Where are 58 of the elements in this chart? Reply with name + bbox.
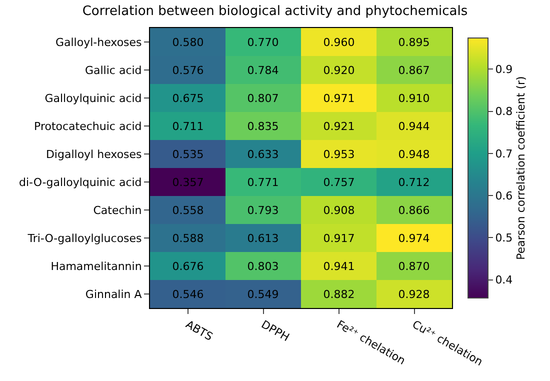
data-label: 0.711	[172, 120, 204, 133]
y-tick-label: Protocatechuic acid	[34, 120, 142, 133]
data-label: 0.633	[247, 148, 279, 161]
data-label: 0.870	[398, 260, 430, 273]
data-label: 0.941	[323, 260, 355, 273]
color-bar-label: 0.5	[495, 232, 513, 245]
data-label: 0.558	[172, 204, 204, 217]
data-label: 0.676	[172, 260, 204, 273]
data-label: 0.920	[323, 64, 355, 77]
color-bar-title: Pearson correlation coefficient (r)	[514, 76, 528, 260]
data-label: 0.675	[172, 92, 204, 105]
data-label: 0.974	[398, 232, 430, 245]
data-label: 0.953	[323, 148, 355, 161]
color-bar-label: 0.9	[495, 63, 513, 76]
chart-title: Correlation between biological activity and phytochemicals	[82, 4, 468, 19]
y-tick-label: Ginnalin A	[85, 288, 142, 301]
data-label: 0.960	[323, 36, 355, 49]
data-label: 0.895	[398, 36, 430, 49]
data-label: 0.921	[323, 120, 355, 133]
data-label: 0.757	[323, 176, 355, 189]
data-label: 0.784	[247, 64, 279, 77]
data-label: 0.910	[398, 92, 430, 105]
data-label: 0.771	[247, 176, 279, 189]
data-label: 0.613	[247, 232, 279, 245]
data-label: 0.917	[323, 232, 355, 245]
color-bar-label: 0.4	[495, 274, 513, 287]
color-bar-label: 0.8	[495, 105, 513, 118]
data-label: 0.971	[323, 92, 355, 105]
data-label: 0.549	[247, 288, 279, 301]
y-tick-label: Galloylquinic acid	[44, 92, 142, 105]
color-bar-label: 0.7	[495, 147, 513, 160]
y-tick-label: Digalloyl hexoses	[46, 148, 142, 161]
data-label: 0.770	[247, 36, 279, 49]
data-label: 0.546	[172, 288, 204, 301]
data-label: 0.948	[398, 148, 430, 161]
data-label: 0.835	[247, 120, 279, 133]
data-label: 0.807	[247, 92, 279, 105]
y-tick-label: Catechin	[93, 204, 142, 217]
y-tick-label: di-O-galloylquinic acid	[19, 176, 142, 189]
data-label: 0.867	[398, 64, 430, 77]
data-label: 0.866	[398, 204, 430, 217]
data-label: 0.908	[323, 204, 355, 217]
data-label: 0.535	[172, 148, 204, 161]
color-bar-label: 0.6	[495, 189, 513, 202]
data-label: 0.882	[323, 288, 355, 301]
data-label: 0.576	[172, 64, 204, 77]
data-label: 0.588	[172, 232, 204, 245]
data-label: 0.793	[247, 204, 279, 217]
data-label: 0.944	[398, 120, 430, 133]
y-tick-label: Tri-O-galloylglucoses	[26, 232, 142, 245]
data-label: 0.357	[172, 176, 204, 189]
data-label: 0.803	[247, 260, 279, 273]
y-tick-label: Galloyl-hexoses	[55, 36, 142, 49]
data-label: 0.712	[398, 176, 430, 189]
data-label: 0.580	[172, 36, 204, 49]
data-label: 0.928	[398, 288, 430, 301]
y-tick-label: Hamamelitannin	[50, 260, 142, 273]
y-tick-label: Gallic acid	[84, 64, 142, 77]
